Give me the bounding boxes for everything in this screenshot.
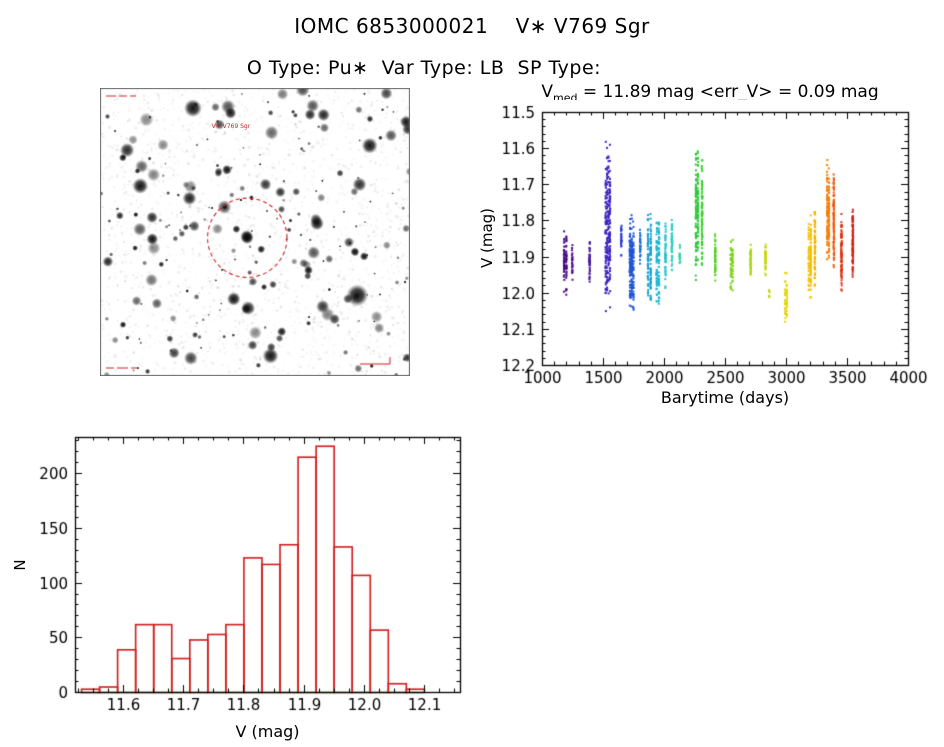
- histogram-xlabel: V (mag): [235, 722, 300, 741]
- lightcurve-title-v: V: [541, 82, 554, 102]
- finder-chart: V∗ V769 Sgr: [100, 88, 410, 376]
- lightcurve-title-rest: = 11.89 mag <err_V> = 0.09 mag: [577, 82, 879, 102]
- page-subtitle: O Type: Pu∗ Var Type: LB SP Type:: [246, 57, 602, 79]
- finder-canvas: [100, 88, 410, 376]
- finder-target-label: V∗ V769 Sgr: [211, 122, 251, 130]
- lightcurve-canvas: [500, 100, 940, 400]
- lightcurve-xlabel: Barytime (days): [660, 388, 790, 407]
- histogram-canvas: [30, 425, 490, 725]
- lightcurve-ylabel: V (mag): [478, 207, 496, 269]
- histogram-ylabel: N: [11, 559, 29, 571]
- page-title: IOMC 6853000021 V∗ V769 Sgr: [294, 14, 650, 38]
- lightcurve-title: Vmed = 11.89 mag <err_V> = 0.09 mag: [505, 82, 915, 104]
